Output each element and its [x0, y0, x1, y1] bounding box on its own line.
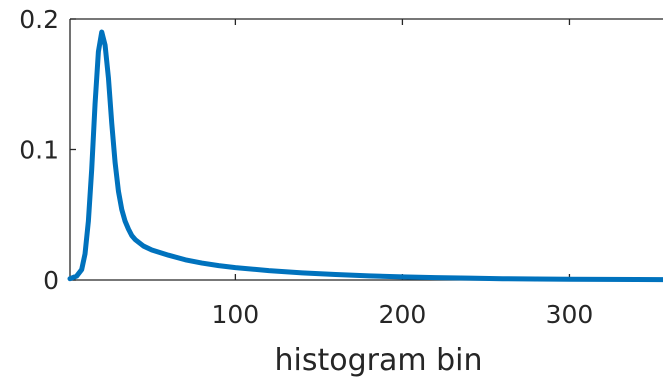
x-axis-title: histogram bin [274, 343, 482, 378]
y-tick-label: 0.1 [19, 136, 59, 165]
x-tick-label: 300 [546, 300, 594, 329]
series-group [67, 29, 663, 283]
x-tick-label: 100 [212, 300, 260, 329]
y-tick-label: 0 [43, 266, 59, 295]
x-tick-label: 200 [379, 300, 427, 329]
y-tick-label: 0.2 [19, 5, 59, 34]
axes [69, 18, 663, 281]
series-line [67, 29, 663, 283]
ticks: 100 200 300 0 0.1 0.2 [19, 5, 593, 329]
